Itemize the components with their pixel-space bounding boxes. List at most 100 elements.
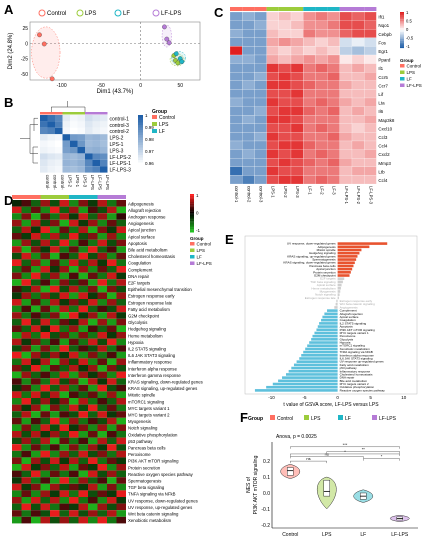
gene-cell [242, 46, 255, 56]
hall-cell [107, 497, 117, 504]
hall-cell [97, 338, 107, 346]
hall-cell [69, 246, 79, 253]
corr-cell [55, 140, 63, 147]
hall-cell [88, 266, 98, 273]
hall-cell [97, 503, 107, 511]
hall-group-bar [97, 195, 107, 199]
corr-cell [47, 153, 55, 160]
corr-cell [77, 153, 85, 160]
hall-cell [40, 332, 50, 339]
gene-cell [229, 80, 243, 90]
gene-colorbar-segment [400, 21, 404, 23]
gene-cell [278, 106, 292, 116]
hall-cell [59, 285, 69, 293]
hall-cell [50, 516, 60, 524]
gsea-bar-label: IL6 JAK STAT3 signaling [340, 356, 373, 360]
hall-cell [116, 338, 126, 346]
gene-cell [290, 132, 304, 142]
gene-col-label: LPS-1 [271, 186, 276, 198]
hall-cell [31, 371, 41, 379]
hall-row-label: IL6 JAK STAT3 signaling [128, 353, 176, 358]
gene-cell [290, 46, 304, 56]
hall-row-label: Hypoxia [128, 340, 144, 345]
hall-cell [88, 239, 98, 247]
gsea-bar [314, 331, 338, 335]
gene-cell [327, 72, 340, 81]
hall-cell [69, 279, 79, 286]
gene-cell [303, 37, 316, 47]
hall-cell [78, 206, 88, 214]
hall-cell [59, 246, 69, 253]
hall-cell [88, 332, 98, 339]
gene-cell [229, 175, 243, 185]
hall-group-bar [40, 195, 50, 199]
gene-cell [278, 140, 292, 150]
hall-cell [78, 398, 88, 405]
corr-cell [100, 121, 108, 128]
hall-cell [69, 503, 79, 511]
violin-legend-label: LPS [311, 416, 321, 422]
violin-legend-label: LF-LPS [379, 416, 397, 422]
hall-cell [21, 391, 31, 398]
gene-row-label: Mmp3 [378, 161, 391, 166]
hall-cell [97, 490, 107, 497]
corr-cell [100, 159, 108, 167]
hall-cell [21, 404, 31, 412]
corr-cell [62, 166, 70, 173]
hall-cell [107, 266, 117, 273]
hall-row-label: Protein secretion [128, 465, 161, 470]
gsea-bar [254, 389, 338, 392]
gene-colorbar-segment [400, 31, 404, 34]
hall-cell [40, 503, 50, 511]
hall-cell [78, 444, 88, 451]
hall-cell [78, 371, 88, 379]
hall-cell [116, 266, 126, 273]
hall-cell [78, 470, 88, 478]
gsea-bar-label: Hedgehog signaling [309, 251, 336, 255]
gene-cell [315, 106, 328, 116]
panel-label-f: F [240, 410, 248, 425]
gene-cell [351, 97, 365, 107]
hall-cell [40, 417, 50, 425]
hall-cell [12, 490, 22, 497]
hall-cell [97, 213, 107, 220]
gene-col-label: LF-2 [320, 186, 325, 195]
gsea-bar [303, 350, 338, 354]
hall-cell [97, 398, 107, 405]
gene-legend-swatch [400, 83, 405, 87]
hall-cell [50, 325, 60, 332]
hall-cell [12, 424, 22, 431]
gene-cell [303, 132, 316, 142]
hall-cell [88, 391, 98, 398]
hall-cell [59, 417, 69, 425]
hall-cell [50, 411, 60, 418]
gene-cell [364, 20, 377, 30]
hall-cell [116, 431, 126, 438]
gene-row-label: Ccr5 [378, 75, 388, 80]
gene-cell [242, 11, 255, 21]
hall-cell [69, 325, 79, 332]
hall-cell [78, 516, 88, 524]
gene-cell [254, 11, 267, 21]
hall-cell [40, 358, 50, 365]
hall-cell [78, 332, 88, 339]
gene-cell [303, 29, 316, 38]
hall-cell [88, 252, 98, 260]
corr-colorbar-segment [138, 140, 143, 143]
gene-cell [364, 97, 377, 107]
gene-cell [290, 158, 304, 167]
gsea-bar-label: Peroxisome [340, 334, 356, 338]
gsea-bar [337, 264, 354, 268]
hall-cell [78, 272, 88, 280]
hall-cell [88, 292, 98, 299]
hall-cell [40, 477, 50, 484]
gene-group-bar [303, 7, 316, 11]
gene-cell [351, 115, 365, 124]
hall-cell [107, 338, 117, 346]
hall-row-label: MYC targets variant 2 [128, 413, 170, 418]
gene-cell [315, 37, 328, 47]
hall-cell [97, 384, 107, 392]
hall-cell [88, 398, 98, 405]
hall-row-label: mTORC1 signaling [128, 399, 165, 404]
hall-cell [107, 292, 117, 299]
